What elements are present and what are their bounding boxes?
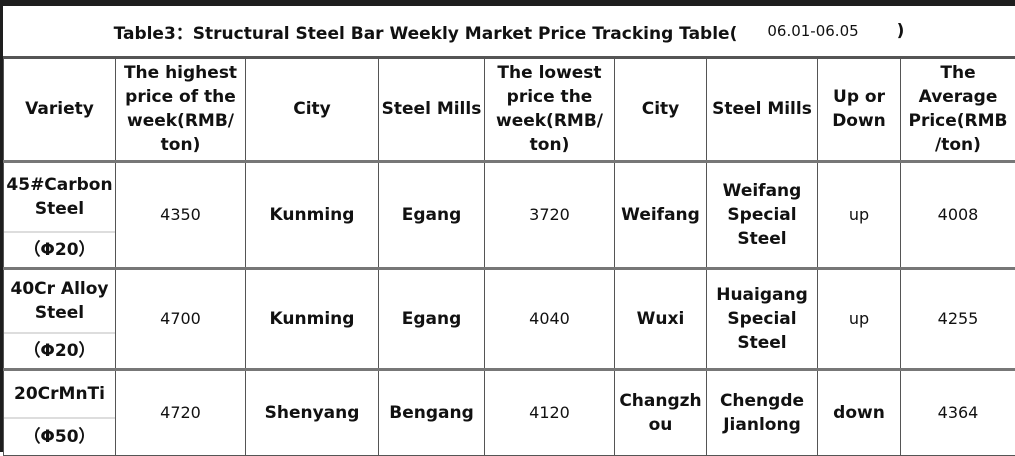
trend: down xyxy=(818,370,901,456)
title-text: Table3：Structural Steel Bar Weekly Marke… xyxy=(114,19,738,44)
highest-price: 4700 xyxy=(116,269,246,370)
table-row: 20CrMnTi （Φ50） 4720 Shenyang Bengang 412… xyxy=(4,370,1015,456)
low-steel-mill: Chengde Jianlong xyxy=(707,370,818,456)
variety-name: 20CrMnTi xyxy=(4,371,115,419)
table-row: 45#Carbon Steel （Φ20） 4350 Kunming Egang… xyxy=(4,162,1015,269)
date-range: 06.01-06.05 xyxy=(767,22,858,40)
variety-cell: 45#Carbon Steel （Φ20） xyxy=(4,162,116,269)
low-steel-mill: Weifang Special Steel xyxy=(707,162,818,269)
trend: up xyxy=(818,269,901,370)
variety-cell: 40Cr Alloy Steel （Φ20） xyxy=(4,269,116,370)
header-row: Variety The highest price of the week(RM… xyxy=(4,58,1015,162)
high-steel-mill: Bengang xyxy=(379,370,485,456)
variety-spec: （Φ20） xyxy=(4,334,115,368)
header-high-city: City xyxy=(246,58,379,162)
lowest-price: 3720 xyxy=(485,162,615,269)
variety-name: 45#Carbon Steel xyxy=(4,163,115,233)
lowest-price: 4120 xyxy=(485,370,615,456)
variety-name: 40Cr Alloy Steel xyxy=(4,270,115,334)
header-up-or-down: Up or Down xyxy=(818,58,901,162)
high-steel-mill: Egang xyxy=(379,162,485,269)
low-city: Weifang xyxy=(615,162,707,269)
average-price: 4255 xyxy=(901,269,1015,370)
low-steel-mill: Huaigang Special Steel xyxy=(707,269,818,370)
header-low-city: City xyxy=(615,58,707,162)
header-variety: Variety xyxy=(4,58,116,162)
header-low-steel-mills: Steel Mills xyxy=(707,58,818,162)
high-steel-mill: Egang xyxy=(379,269,485,370)
header-highest-price: The highest price of the week(RMB/ ton) xyxy=(116,58,246,162)
low-city: Wuxi xyxy=(615,269,707,370)
header-lowest-price: The lowest price the week(RMB/ ton) xyxy=(485,58,615,162)
average-price: 4008 xyxy=(901,162,1015,269)
variety-cell: 20CrMnTi （Φ50） xyxy=(4,370,116,456)
variety-spec: （Φ20） xyxy=(4,233,115,267)
high-city: Kunming xyxy=(246,162,379,269)
price-table: Variety The highest price of the week(RM… xyxy=(3,57,1015,456)
high-city: Shenyang xyxy=(246,370,379,456)
header-average-price: The Average Price(RMB /ton) xyxy=(901,58,1015,162)
variety-spec: （Φ50） xyxy=(4,419,115,455)
trend: up xyxy=(818,162,901,269)
title-close-paren: ) xyxy=(897,21,905,41)
table-row: 40Cr Alloy Steel （Φ20） 4700 Kunming Egan… xyxy=(4,269,1015,370)
average-price: 4364 xyxy=(901,370,1015,456)
lowest-price: 4040 xyxy=(485,269,615,370)
highest-price: 4350 xyxy=(116,162,246,269)
header-high-steel-mills: Steel Mills xyxy=(379,58,485,162)
highest-price: 4720 xyxy=(116,370,246,456)
table-title: Table3：Structural Steel Bar Weekly Marke… xyxy=(3,6,1015,59)
high-city: Kunming xyxy=(246,269,379,370)
low-city: Changzhou xyxy=(615,370,707,456)
